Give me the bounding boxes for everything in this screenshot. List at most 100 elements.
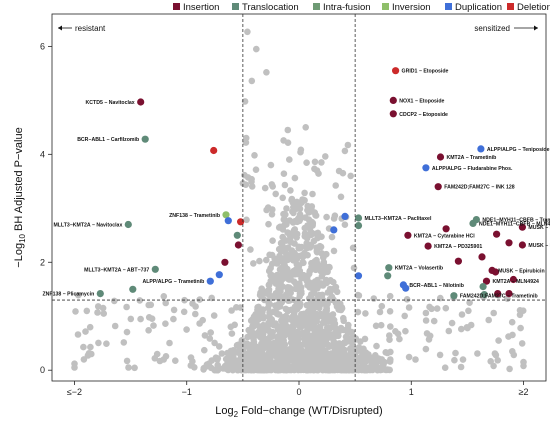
background-point <box>405 304 413 311</box>
background-point <box>326 295 334 303</box>
background-point <box>294 215 302 222</box>
background-point <box>327 288 335 295</box>
background-point <box>518 340 526 347</box>
point-annotation: KMT2A − Trametinib <box>446 155 496 161</box>
background-point <box>87 343 94 351</box>
background-point <box>316 242 324 250</box>
background-point <box>80 343 87 351</box>
background-point <box>375 355 382 362</box>
x-tick-label: 1 <box>409 387 414 397</box>
background-point <box>150 322 157 329</box>
highlighted-point <box>96 290 104 298</box>
background-point <box>317 338 325 346</box>
background-point <box>335 167 343 175</box>
background-point <box>362 310 369 317</box>
background-point <box>296 280 303 287</box>
background-point <box>309 366 317 374</box>
legend-label: Inversion <box>392 2 431 13</box>
background-point <box>313 167 321 174</box>
background-point <box>273 260 281 267</box>
background-point <box>262 325 270 333</box>
background-point <box>148 315 156 323</box>
background-point <box>426 332 434 340</box>
background-point <box>183 326 190 333</box>
background-point <box>433 305 441 312</box>
background-point <box>386 308 394 315</box>
highlighted-point <box>210 146 218 155</box>
background-point <box>269 183 277 190</box>
background-point <box>192 310 199 318</box>
highlighted-point <box>436 153 445 161</box>
background-point <box>88 350 95 358</box>
legend-swatch <box>313 3 320 10</box>
background-point <box>287 330 295 337</box>
point-annotation: KMT2A − Cytarabine HCl <box>414 233 475 239</box>
background-point <box>403 296 411 303</box>
background-point <box>191 364 198 371</box>
highlighted-point <box>442 225 450 233</box>
background-point <box>368 361 375 369</box>
background-point <box>288 232 296 240</box>
point-annotation: GRID1 − Etoposide <box>402 69 449 75</box>
background-point <box>268 316 276 323</box>
background-point <box>287 239 295 246</box>
highlighted-point <box>233 231 241 239</box>
x-tick-label: ≥2 <box>519 387 529 397</box>
background-point <box>286 156 293 163</box>
point-annotation: KCTD5 − Navitoclax <box>86 100 135 106</box>
background-point <box>151 355 159 362</box>
point-annotation: NDE1−MYH11−CBFB − MLN4924 <box>479 221 550 227</box>
background-point <box>369 366 376 374</box>
highlighted-point <box>137 98 145 106</box>
background-point <box>210 312 218 319</box>
point-annotation: KMT2A − Volasertib <box>395 266 443 272</box>
background-point <box>322 153 329 160</box>
background-point <box>211 339 218 347</box>
background-point <box>319 348 326 356</box>
background-point <box>319 291 326 299</box>
background-point <box>279 194 287 202</box>
background-point <box>304 202 312 210</box>
background-point <box>100 310 107 317</box>
highlighted-point <box>129 285 137 293</box>
background-point <box>281 181 289 189</box>
background-point <box>310 302 318 310</box>
legend-swatch <box>232 3 239 10</box>
background-point <box>430 317 438 325</box>
background-point <box>347 172 355 180</box>
background-point <box>373 342 380 350</box>
background-point <box>137 315 144 323</box>
background-point <box>314 276 321 284</box>
background-point <box>320 262 328 270</box>
background-point <box>402 327 409 335</box>
background-point <box>288 323 296 331</box>
background-point <box>71 364 78 371</box>
background-point <box>362 357 369 365</box>
background-point <box>324 341 332 349</box>
highlighted-point <box>482 277 491 285</box>
highlighted-point <box>518 241 527 249</box>
highlighted-point <box>404 231 412 239</box>
highlighted-point <box>477 145 485 153</box>
background-point <box>196 296 203 303</box>
background-point <box>335 306 343 313</box>
legend: Insertion Translocation Intra-fusion Invers… <box>173 2 550 13</box>
background-point <box>247 358 254 365</box>
highlighted-point <box>478 253 486 261</box>
background-point <box>324 313 332 320</box>
background-point <box>370 295 378 302</box>
background-point <box>214 366 221 374</box>
background-point <box>83 307 91 315</box>
background-point <box>311 325 318 332</box>
legend-label: Intra-fusion <box>323 2 371 13</box>
background-point <box>337 193 345 201</box>
background-point <box>378 302 386 310</box>
highlighted-point <box>493 230 501 238</box>
background-point <box>276 252 283 260</box>
background-point <box>268 293 276 300</box>
background-point <box>310 314 317 321</box>
background-point <box>311 209 319 216</box>
background-point <box>200 366 207 373</box>
background-point <box>295 316 302 324</box>
background-point <box>333 288 341 296</box>
